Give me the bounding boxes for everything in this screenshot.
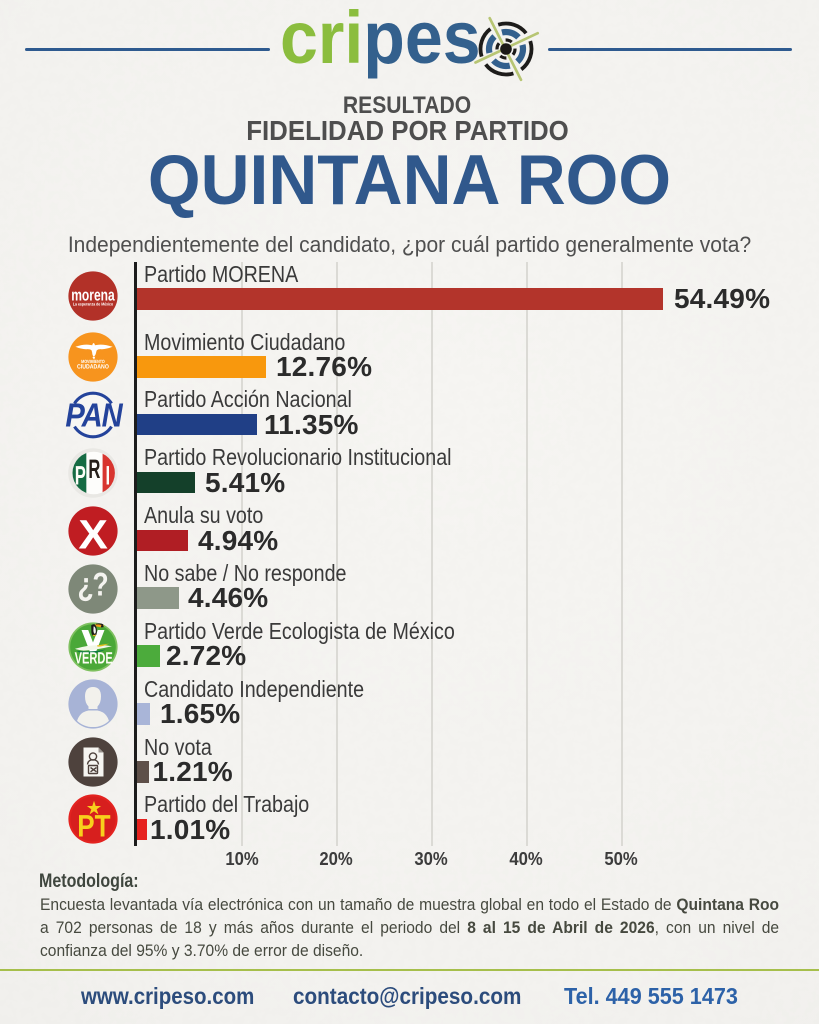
svg-text:I: I — [106, 460, 111, 490]
svg-text:PAN: PAN — [65, 397, 123, 434]
svg-text:P: P — [75, 460, 86, 490]
svg-text:R: R — [88, 454, 100, 484]
svg-text:morena: morena — [71, 286, 115, 304]
svg-text:PT: PT — [77, 808, 110, 843]
svg-text:CIUDADANO: CIUDADANO — [77, 363, 109, 370]
svg-text:MOVIMIENTO: MOVIMIENTO — [81, 359, 105, 364]
svg-text:La esperanza de México: La esperanza de México — [73, 302, 114, 307]
svg-text:X: X — [78, 511, 108, 555]
svg-text:VERDE: VERDE — [75, 649, 113, 667]
svg-text:¿?: ¿? — [78, 565, 108, 602]
